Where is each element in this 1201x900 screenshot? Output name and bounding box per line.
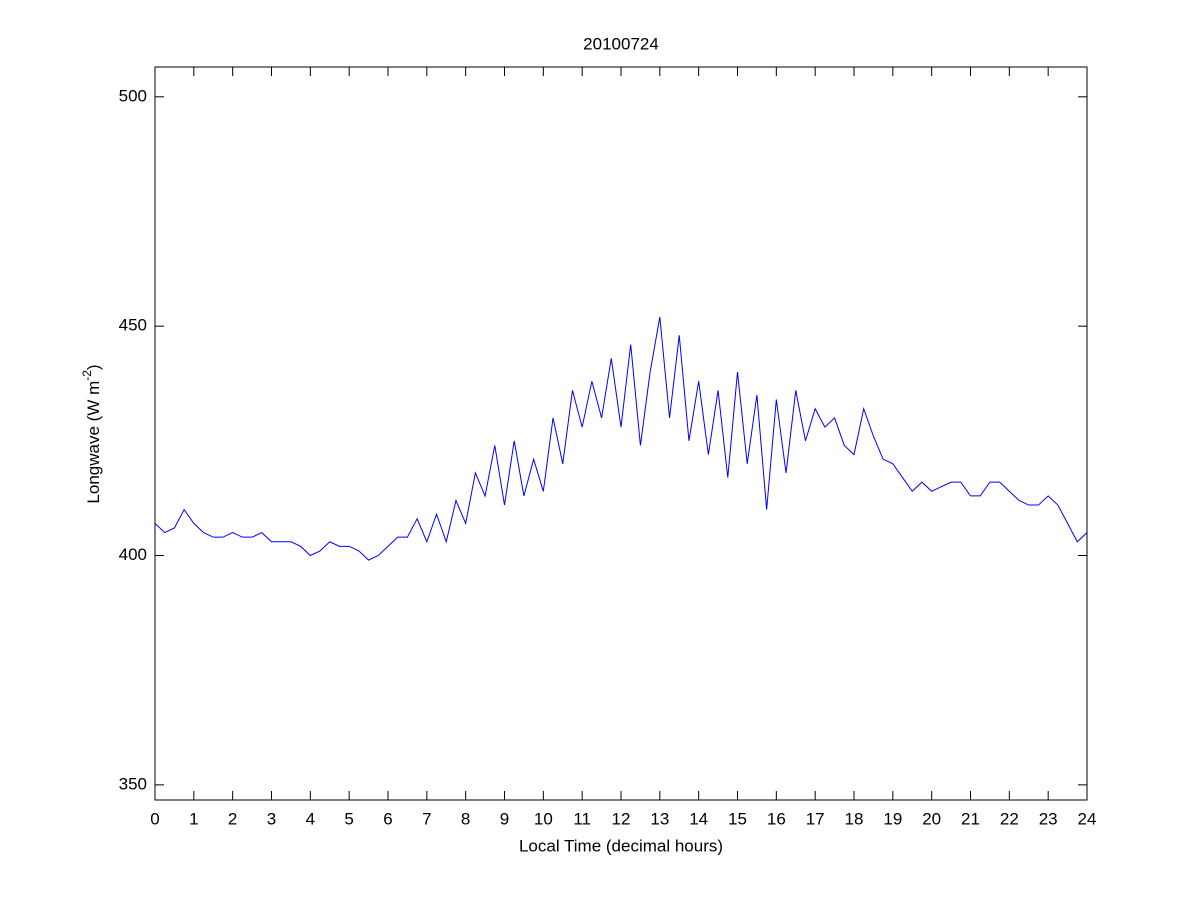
data-line	[154, 316, 1088, 561]
x-tick-label: 10	[534, 809, 553, 828]
x-tick-label: 8	[461, 809, 470, 828]
x-tick-label: 0	[150, 809, 159, 828]
x-tick-label: 1	[189, 809, 198, 828]
y-tick-label: 400	[119, 545, 147, 564]
x-tick-label: 24	[1078, 809, 1097, 828]
x-tick-label: 11	[573, 809, 591, 828]
y-axis-label: Longwave (W m-2)	[80, 364, 103, 503]
x-tick-label: 4	[306, 809, 315, 828]
x-tick-label: 14	[689, 809, 708, 828]
x-tick-label: 20	[922, 809, 941, 828]
y-tick-label: 500	[119, 86, 147, 105]
x-tick-label: 2	[228, 809, 237, 828]
x-tick-label: 15	[728, 809, 747, 828]
x-tick-label: 17	[806, 809, 825, 828]
x-tick-label: 5	[344, 809, 353, 828]
x-tick-label: 7	[422, 809, 431, 828]
y-axis-label-text: Longwave (W m	[84, 381, 103, 504]
x-axis-label: Local Time (decimal hours)	[519, 836, 723, 855]
x-tick-label: 3	[267, 809, 276, 828]
x-tick-label: 18	[845, 809, 864, 828]
x-tick-label: 6	[383, 809, 392, 828]
x-tick-label: 9	[500, 809, 509, 828]
y-axis-label-sup: -2	[80, 370, 94, 381]
y-axis-label-suffix: )	[84, 364, 103, 370]
x-tick-label: 23	[1039, 809, 1058, 828]
x-tick-label: 16	[767, 809, 786, 828]
x-tick-label: 22	[1000, 809, 1019, 828]
y-tick-label: 450	[119, 316, 147, 335]
x-tick-label: 21	[961, 809, 980, 828]
x-tick-label: 12	[612, 809, 631, 828]
y-tick-label: 350	[119, 774, 147, 793]
chart-title: 20100724	[583, 34, 659, 53]
x-tick-label: 13	[650, 809, 669, 828]
x-tick-label: 19	[883, 809, 902, 828]
